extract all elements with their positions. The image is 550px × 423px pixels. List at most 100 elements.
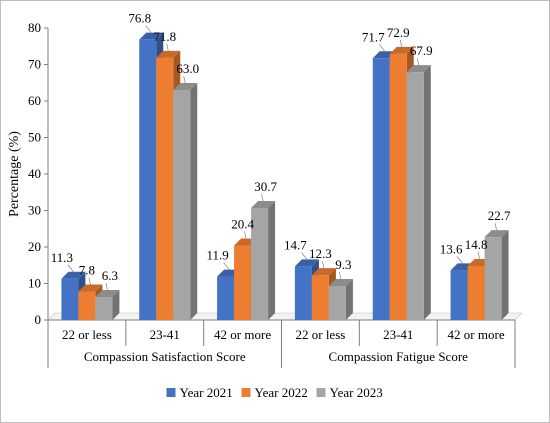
leader-0-5 [456,256,463,264]
data-labels: 11.3 76.8 11.9 14.7 71.7 13.6 7.8 71.8 20.4 12.3 7… [51,11,511,291]
bar-top-2-3 [328,279,353,287]
bar-top-0-3 [294,259,319,267]
leader-2-2 [261,193,264,202]
data-label-1-3: 12.3 [309,246,332,261]
data-label-2-0: 6.3 [102,268,118,283]
bar-side-2-0 [112,290,120,320]
data-label-0-2: 11.9 [206,248,228,263]
data-label-0-3: 14.7 [284,237,307,252]
group-label-1: Compassion Fatigue Score [329,349,469,364]
bar-2-0 [95,290,120,320]
bar-top-1-0 [78,284,103,292]
bar-front-1-5 [467,265,485,320]
data-label-0-4: 71.7 [362,29,385,44]
data-label-2-5: 22.7 [488,208,511,223]
leader-0-0 [67,264,74,272]
data-label-1-5: 14.8 [465,237,488,252]
leader-1-0 [88,277,91,285]
data-label-1-2: 20.4 [231,217,254,232]
leader-0-1 [145,25,152,33]
bar-top-1-1 [156,50,181,58]
bar-top-1-4 [389,46,414,54]
y-tick-label-4: 40 [28,166,41,181]
bar-side-2-4 [423,65,431,320]
legend-swatch-0 [166,388,176,397]
x-tick-label-3: 22 or less [295,327,345,342]
bar-front-2-0 [95,297,113,320]
y-tick-label-3: 30 [28,203,41,218]
x-tick-label-2: 42 or more [214,327,271,342]
leader-0-4 [378,44,386,52]
bar-front-2-5 [484,237,502,320]
bars [61,32,509,321]
y-tick-label-2: 20 [28,239,41,254]
bar-2-3 [328,279,353,320]
bar-front-2-1 [173,90,191,320]
bar-2-4 [406,65,431,320]
data-label-2-4: 67.9 [410,43,433,58]
leader-1-5 [477,251,480,260]
leader-0-3 [301,252,308,260]
x-tick-label-5: 42 or more [448,327,505,342]
bar-top-2-0 [95,290,120,298]
leader-2-1 [183,75,186,84]
y-tick-label-5: 50 [28,130,41,145]
leader-1-2 [244,231,247,239]
bar-front-1-3 [311,275,329,320]
data-label-2-3: 9.3 [335,257,351,272]
bar-top-2-4 [406,65,431,73]
bar-top-0-0 [61,271,86,279]
bar-front-2-3 [328,286,346,320]
leader-2-4 [416,58,420,66]
x-tick-label-1: 23-41 [150,327,180,342]
leader-1-3 [322,261,325,269]
bar-side-2-3 [345,279,353,320]
data-label-1-0: 7.8 [79,263,95,278]
legend-swatch-2 [316,388,326,397]
leader-2-0 [105,282,108,291]
leader-0-2 [223,262,230,270]
y-tick-label-8: 80 [28,20,41,35]
bar-front-0-4 [372,58,390,321]
y-tick-label-7: 70 [28,57,41,72]
legend: Year 2021 Year 2022 Year 2023 [166,385,383,400]
data-label-0-5: 13.6 [440,241,463,256]
bar-side-2-5 [501,230,509,320]
x-tick-label-4: 23-41 [383,327,413,342]
legend-label-0: Year 2021 [180,385,233,400]
y-tick-label-1: 10 [28,276,41,291]
bar-top-1-3 [311,268,336,276]
bar-front-2-2 [251,207,269,320]
bar-front-1-2 [234,245,252,320]
bar-front-1-0 [78,291,96,320]
leader-1-1 [166,43,169,52]
data-label-1-4: 72.9 [387,25,410,40]
data-label-1-1: 71.8 [153,29,176,44]
bar-side-2-2 [268,200,276,320]
legend-label-1: Year 2022 [255,385,308,400]
bar-front-0-0 [61,278,79,320]
bar-top-2-1 [173,83,198,91]
y-tick-label-6: 60 [28,93,41,108]
bar-2-2 [251,200,276,320]
leader-2-5 [494,223,497,231]
bar-front-0-1 [139,39,157,321]
bar-2-1 [173,83,198,320]
bar-top-0-1 [139,32,164,40]
group-label-0: Compassion Satisfaction Score [84,349,246,364]
legend-label-2: Year 2023 [330,385,383,400]
leader-1-4 [399,39,403,47]
bar-2-5 [484,230,509,320]
bar-front-0-5 [450,270,468,320]
x-tick-label-0: 22 or less [62,327,112,342]
bar-front-0-2 [217,276,235,320]
data-label-0-1: 76.8 [128,11,151,26]
legend-swatch-1 [241,388,251,397]
data-label-2-2: 30.7 [254,179,277,194]
y-tick-label-0: 0 [35,312,42,327]
bar-side-2-1 [190,83,198,320]
bar-front-2-4 [406,72,424,320]
bar-top-2-5 [484,230,509,238]
data-label-2-1: 63.0 [176,61,199,76]
data-label-0-0: 11.3 [51,250,73,265]
